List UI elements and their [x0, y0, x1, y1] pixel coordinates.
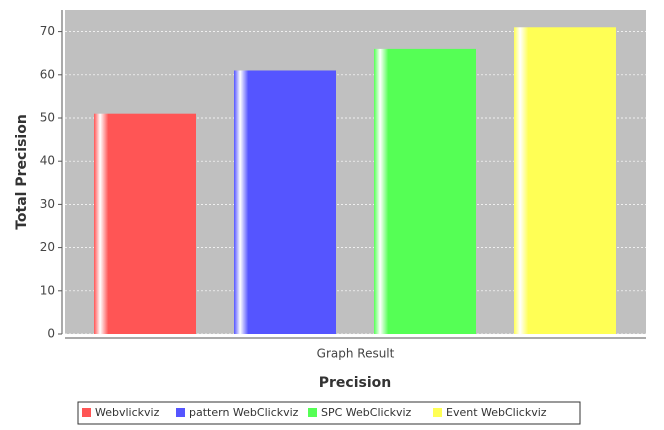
legend-label: pattern WebClickviz — [189, 406, 299, 419]
legend-swatch — [82, 408, 91, 417]
legend-label: Event WebClickviz — [446, 406, 547, 419]
bar — [374, 48, 476, 334]
y-tick-label: 70 — [40, 24, 55, 38]
y-tick-label: 10 — [40, 283, 55, 297]
bar — [94, 113, 196, 335]
legend-box — [77, 401, 581, 425]
y-tick-label: 20 — [40, 240, 55, 254]
legend-label: Webvlickviz — [95, 406, 160, 419]
legend-swatch — [433, 408, 442, 417]
y-tick-label: 60 — [40, 67, 55, 81]
legend-swatch — [308, 408, 317, 417]
y-tick-label: 50 — [40, 111, 55, 125]
x-tick-label: Graph Result — [317, 347, 395, 361]
x-axis-label: Precision — [319, 375, 391, 391]
y-tick-label: 40 — [40, 154, 55, 168]
y-axis-label: Total Precision — [14, 114, 30, 230]
legend-swatch — [176, 408, 185, 417]
y-tick-label: 30 — [40, 197, 55, 211]
bar — [234, 70, 336, 334]
y-tick-label: 0 — [47, 327, 55, 341]
legend-label: SPC WebClickviz — [321, 406, 412, 419]
bar — [514, 27, 616, 335]
